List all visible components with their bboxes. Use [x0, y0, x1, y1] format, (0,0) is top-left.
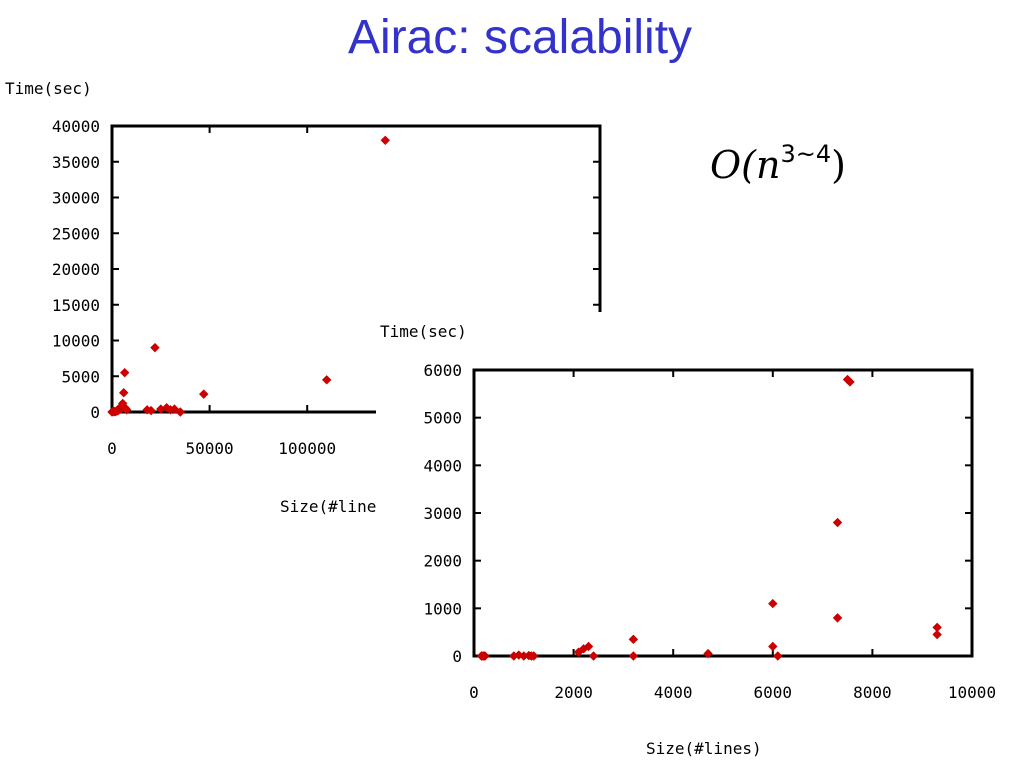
data-point: [380, 135, 390, 146]
y-tick-label: 10000: [52, 332, 100, 351]
x-tick-label: 50000: [186, 439, 234, 458]
x-tick-label: 2000: [554, 683, 593, 702]
data-point: [119, 387, 129, 398]
complexity-base: O(n: [710, 143, 781, 187]
y-tick-label: 0: [90, 403, 100, 422]
chart-large-range: 0500010000150002000025000300003500040000…: [5, 79, 602, 516]
chart-backdrop: [376, 312, 1024, 768]
complexity-close: ): [831, 143, 846, 187]
y-tick-label: 5000: [423, 409, 462, 428]
x-tick-label: 0: [469, 683, 479, 702]
data-point: [529, 651, 539, 661]
data-point: [832, 517, 843, 528]
y-tick-label: 25000: [52, 224, 100, 243]
x-tick-label: 100000: [278, 439, 336, 458]
x-tick-label: 10000: [948, 683, 996, 702]
y-tick-label: 0: [452, 647, 462, 666]
data-point: [628, 634, 639, 645]
complexity-label: O(n3~4): [710, 140, 846, 187]
x-tick-label: 4000: [654, 683, 693, 702]
data-point: [199, 389, 209, 399]
y-tick-label: 3000: [423, 504, 462, 523]
chart-small-range: 0 1000 2000 3000 4000 5000 6000 0 2000 4000 6000 80…: [376, 312, 1024, 768]
data-point: [169, 404, 180, 414]
data-point: [832, 613, 843, 623]
x-tick-label: 0: [107, 439, 117, 458]
data-point: [703, 648, 713, 659]
y-tick-label: 20000: [52, 260, 100, 279]
slide-title: Airac: scalability: [347, 11, 693, 64]
y-tick-label: 4000: [423, 456, 462, 475]
y-tick-label: 30000: [52, 189, 100, 208]
data-point: [773, 651, 783, 661]
data-point: [588, 651, 599, 661]
data-point: [932, 629, 942, 640]
data-point: [768, 641, 778, 652]
y-tick-label: 35000: [52, 153, 100, 172]
data-point: [628, 651, 639, 661]
data-point: [845, 377, 855, 387]
data-point: [175, 407, 186, 417]
data-point: [121, 405, 132, 415]
y-axis-title: Time(sec): [380, 322, 467, 341]
data-point: [146, 405, 156, 416]
y-tick-label: 2000: [423, 552, 462, 571]
data-point: [583, 641, 594, 652]
x-tick-label: 8000: [853, 683, 892, 702]
y-axis-title: Time(sec): [5, 79, 92, 98]
data-point: [119, 367, 130, 378]
data-point: [150, 342, 160, 353]
y-tick-label: 1000: [423, 599, 462, 618]
data-point: [768, 598, 778, 609]
y-tick-label: 15000: [52, 296, 100, 315]
y-tick-label: 6000: [423, 361, 462, 380]
x-axis-title: Size(#lines): [646, 739, 762, 758]
y-tick-label: 5000: [61, 367, 100, 386]
data-point: [322, 375, 332, 385]
x-tick-label: 6000: [754, 683, 793, 702]
complexity-exponent: 3~4: [780, 140, 832, 168]
x-axis-title: Size(#lines): [280, 497, 396, 516]
data-point: [480, 651, 490, 661]
y-tick-label: 40000: [52, 117, 100, 136]
